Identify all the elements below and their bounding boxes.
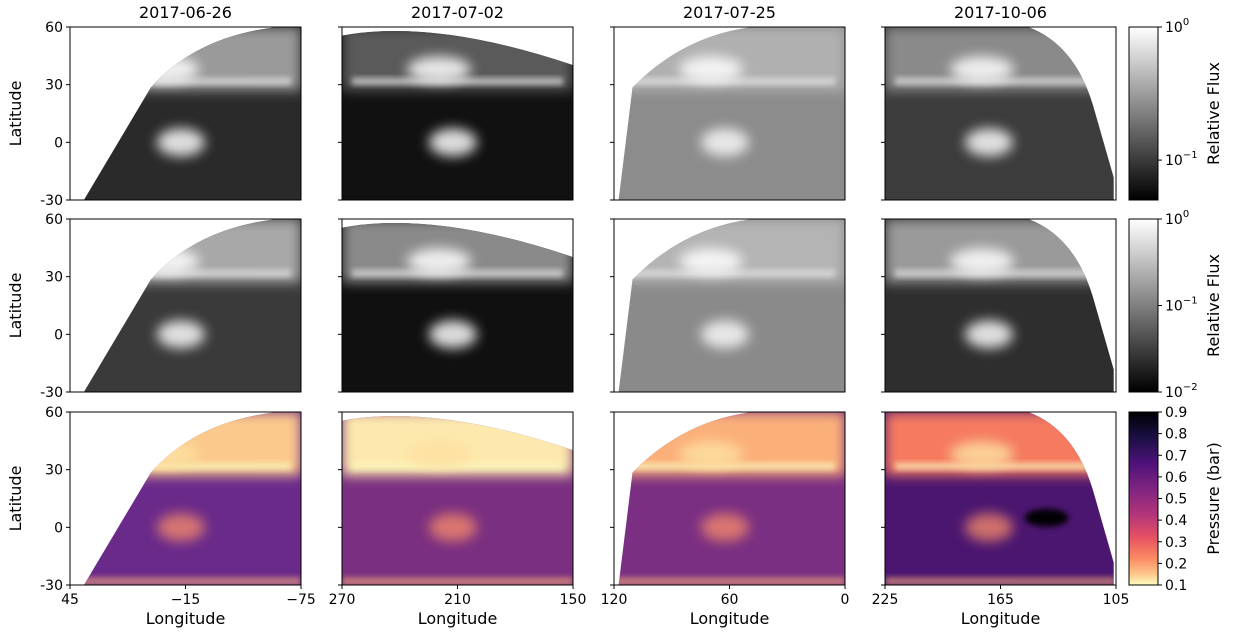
colorbar-tick-label: 0.3 <box>1165 535 1187 551</box>
panel-r1-c0: 60 30 0 -30 Latitude <box>6 212 302 401</box>
axes-frame <box>69 218 302 393</box>
panel-title-date: 2017-06-26 <box>139 3 232 22</box>
panel-grid: 60 30 0 -30 Latitude 2017-06-26 2017-07-02 2017… <box>6 3 1129 628</box>
colorbar-2: 100 10−1 10−2 Relative Flux <box>1128 209 1223 401</box>
colorbar-1: 100 10−1 Relative Flux <box>1128 17 1223 201</box>
axes-frame <box>341 26 574 201</box>
xtick-label: 0 <box>841 592 850 608</box>
colorbar-tick-label: 0.7 <box>1165 448 1187 464</box>
heatmap-image <box>885 27 1114 200</box>
ytick-label: 0 <box>54 520 63 536</box>
panel-r2-c0: 60 30 0 -30 Latitude 45 −15 −75 Longitude <box>6 405 316 628</box>
colorbar-label: Relative Flux <box>1204 254 1223 357</box>
ytick-label: 30 <box>45 463 63 479</box>
panel-r0-c3: 2017-10-06 <box>881 3 1117 201</box>
colorbar-3: 0.9 0.8 0.7 0.6 0.5 0.4 0.3 0.2 0.1 Pressure (bar… <box>1128 405 1223 594</box>
ytick-label: -30 <box>40 578 63 594</box>
heatmap-image <box>618 27 845 200</box>
xtick-label: 45 <box>61 592 79 608</box>
colorbar-fill <box>1128 26 1159 201</box>
colorbar-tick-label: 0.2 <box>1165 556 1187 572</box>
heatmap-image <box>885 219 1114 392</box>
colorbar-tick-label: 10−1 <box>1165 150 1198 169</box>
xtick-label: −15 <box>171 592 201 608</box>
y-axis-label: Latitude <box>6 466 25 532</box>
x-axis-label: Longitude <box>961 609 1041 628</box>
colorbar-tick-label: 0.4 <box>1165 513 1187 529</box>
colorbar-tick-label: 0.1 <box>1165 578 1187 594</box>
heatmap-image <box>342 222 573 392</box>
panel-r1-c3 <box>881 218 1117 393</box>
x-axis-label: Longitude <box>146 609 226 628</box>
ytick-label: 60 <box>45 20 63 36</box>
colorbar-group: 100 10−1 Relative Flux 100 10−1 10−2 Relative … <box>1128 17 1223 594</box>
axes-frame <box>884 218 1117 393</box>
heatmap-image <box>618 412 845 585</box>
colorbar-tick-label: 10−2 <box>1165 382 1198 401</box>
ytick-label: 60 <box>45 212 63 228</box>
xtick-label: 225 <box>872 592 899 608</box>
panel-title-date: 2017-10-06 <box>954 3 1047 22</box>
heatmap-image <box>342 415 573 585</box>
panel-r1-c2 <box>610 218 846 393</box>
colorbar-tick-label: 0.8 <box>1165 427 1187 443</box>
colorbar-tick-label: 0.6 <box>1165 470 1187 486</box>
ytick-label: 0 <box>54 327 63 343</box>
panel-r0-c2: 2017-07-25 <box>610 3 846 201</box>
ytick-label: 30 <box>45 78 63 94</box>
heatmap-image <box>885 412 1114 585</box>
heatmap-image <box>83 219 301 392</box>
xtick-label: 150 <box>560 592 587 608</box>
y-axis-label: Latitude <box>6 273 25 339</box>
heatmap-image <box>83 27 301 200</box>
colorbar-tick-label: 100 <box>1165 17 1189 36</box>
panel-r2-c3: 225 165 105 Longitude <box>872 411 1130 628</box>
colorbar-label: Pressure (bar) <box>1204 442 1223 554</box>
xtick-label: −75 <box>286 592 316 608</box>
ytick-label: -30 <box>40 193 63 209</box>
ytick-label: 0 <box>54 135 63 151</box>
ytick-label: 60 <box>45 405 63 421</box>
xtick-label: 105 <box>1103 592 1130 608</box>
heatmap-image <box>342 30 573 200</box>
colorbar-tick-label: 0.9 <box>1165 405 1187 421</box>
axes-frame <box>69 26 302 201</box>
colorbar-label: Relative Flux <box>1204 62 1223 165</box>
panel-r0-c0: 60 30 0 -30 Latitude 2017-06-26 <box>6 3 302 209</box>
x-axis-label: Longitude <box>690 609 770 628</box>
panel-r0-c1: 2017-07-02 <box>338 3 574 201</box>
axes-frame <box>884 26 1117 201</box>
axes-frame <box>341 218 574 393</box>
y-axis-label: Latitude <box>6 81 25 147</box>
panel-r2-c1: 270 210 150 Longitude <box>329 411 587 628</box>
panel-title-date: 2017-07-25 <box>683 3 776 22</box>
x-axis-label: Longitude <box>418 609 498 628</box>
xtick-label: 270 <box>329 592 356 608</box>
xtick-label: 165 <box>987 592 1014 608</box>
axes-frame <box>613 26 846 201</box>
ytick-label: 30 <box>45 270 63 286</box>
heatmap-image <box>618 219 845 392</box>
panel-title-date: 2017-07-02 <box>411 3 504 22</box>
xtick-label: 120 <box>601 592 628 608</box>
colorbar-tick-label: 0.5 <box>1165 492 1187 508</box>
heatmap-image <box>83 412 301 585</box>
colorbar-fill <box>1128 411 1159 586</box>
ytick-label: -30 <box>40 385 63 401</box>
xtick-label: 210 <box>444 592 471 608</box>
panel-r2-c2: 120 60 0 Longitude <box>601 411 850 628</box>
xtick-label: 60 <box>721 592 739 608</box>
colorbar-fill <box>1128 218 1159 393</box>
colorbar-tick-label: 100 <box>1165 209 1189 228</box>
axes-frame <box>613 218 846 393</box>
panel-r1-c1 <box>338 218 574 393</box>
colorbar-tick-label: 10−1 <box>1165 296 1198 315</box>
